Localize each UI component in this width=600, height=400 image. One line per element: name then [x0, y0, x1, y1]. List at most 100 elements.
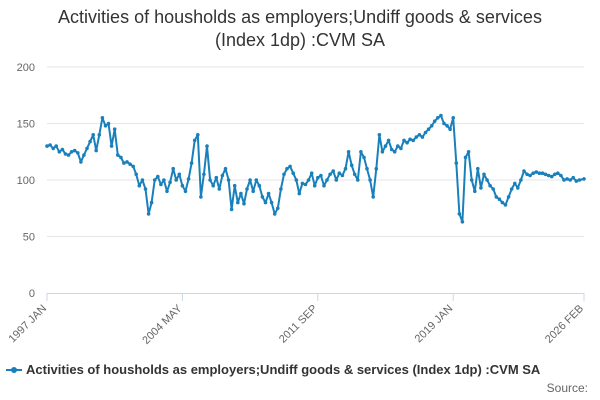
chart-title-line-1: Activities of housholds as employers;Und… — [58, 7, 542, 27]
data-point — [392, 150, 397, 154]
data-point — [300, 181, 305, 186]
data-point — [571, 175, 575, 180]
data-point — [162, 178, 166, 182]
x-tick-label: 2011 SEP — [277, 303, 320, 346]
data-point — [122, 161, 126, 165]
data-point — [316, 175, 320, 180]
legend[interactable]: Activities of housholds as employers;Und… — [6, 362, 540, 377]
data-point — [582, 177, 586, 181]
x-tick-label: 1997 JAN — [6, 303, 49, 346]
data-point — [156, 174, 160, 179]
data-point — [553, 172, 557, 177]
x-tick-label: 2004 MAY — [140, 302, 185, 347]
data-point — [516, 186, 520, 190]
data-point — [448, 127, 452, 131]
data-point — [362, 155, 366, 160]
data-point — [294, 178, 299, 182]
data-point — [337, 171, 342, 175]
data-point — [325, 178, 329, 182]
data-point — [383, 144, 388, 148]
data-point — [562, 178, 566, 182]
data-point — [134, 172, 138, 177]
data-point — [220, 173, 225, 178]
data-point — [297, 191, 302, 196]
data-point — [51, 146, 55, 151]
data-point — [568, 178, 572, 182]
data-point — [79, 160, 83, 164]
data-point — [285, 166, 289, 171]
chart-title: Activities of housholds as employers;Und… — [0, 6, 600, 52]
data-point — [473, 189, 477, 194]
data-point — [312, 183, 317, 188]
data-point — [217, 187, 222, 191]
data-point — [72, 148, 77, 153]
data-point — [251, 189, 255, 194]
data-point — [396, 144, 400, 148]
data-point — [266, 191, 271, 196]
data-point — [66, 153, 71, 157]
data-point — [482, 172, 486, 177]
data-point — [303, 182, 308, 187]
data-point — [466, 150, 471, 154]
data-point — [457, 212, 462, 216]
data-point — [322, 183, 326, 188]
data-point — [451, 116, 456, 120]
data-point — [454, 161, 459, 165]
data-point — [214, 175, 219, 180]
data-point — [45, 144, 49, 148]
data-point — [445, 124, 449, 128]
data-point — [288, 164, 292, 169]
data-point — [69, 150, 74, 154]
data-point — [276, 206, 280, 211]
data-point — [380, 150, 385, 154]
data-point — [140, 178, 145, 182]
data-point — [519, 178, 523, 182]
data-point — [177, 172, 182, 177]
data-point — [500, 200, 505, 205]
source-label: Source: — [546, 381, 588, 395]
data-point — [236, 200, 240, 205]
data-point — [432, 119, 437, 123]
legend-label: Activities of housholds as employers;Und… — [26, 362, 541, 377]
data-point — [497, 197, 502, 201]
data-point — [522, 169, 526, 173]
data-point — [408, 137, 412, 142]
data-point — [349, 163, 354, 168]
data-point — [371, 195, 376, 199]
data-point — [343, 166, 348, 171]
data-point — [429, 124, 434, 128]
data-point — [386, 138, 391, 143]
data-point — [488, 183, 492, 188]
data-point — [328, 172, 332, 177]
data-point — [503, 203, 508, 207]
data-point — [439, 113, 443, 118]
data-point — [248, 178, 252, 182]
x-tick-label: 2026 FEB — [543, 303, 586, 346]
data-point — [239, 191, 243, 196]
data-point — [245, 187, 249, 191]
data-point — [463, 155, 468, 160]
data-point — [531, 171, 535, 175]
data-point — [119, 155, 123, 160]
data-point — [279, 187, 283, 191]
data-point — [91, 133, 95, 137]
data-point — [537, 171, 542, 175]
data-point — [319, 173, 323, 178]
data-point — [116, 153, 120, 157]
data-point — [171, 166, 175, 171]
data-point — [540, 171, 545, 175]
data-point — [202, 172, 206, 177]
data-point — [208, 178, 212, 182]
legend-dot — [11, 366, 17, 373]
data-point — [291, 171, 296, 175]
data-point — [356, 178, 360, 182]
y-tick-label: 0 — [29, 288, 35, 300]
data-point — [211, 183, 215, 188]
data-point — [565, 177, 569, 181]
data-point — [106, 121, 111, 126]
y-tick-label: 100 — [17, 175, 35, 187]
chart-title-line-2: (Index 1dp) :CVM SA — [214, 30, 386, 50]
y-tick-label: 150 — [17, 119, 35, 131]
data-point — [112, 127, 117, 131]
